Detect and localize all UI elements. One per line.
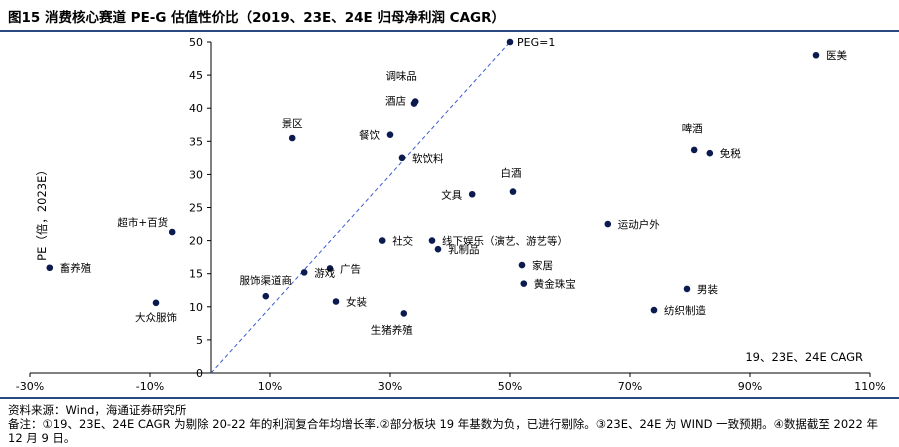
y-axis-label: PE（倍，2023E） bbox=[35, 164, 49, 261]
data-point-label: 软饮料 bbox=[412, 152, 444, 165]
data-point bbox=[683, 285, 691, 293]
data-point bbox=[326, 265, 334, 272]
data-point-label: 大众服饰 bbox=[135, 311, 177, 324]
y-tick-label: 40 bbox=[189, 102, 203, 115]
source-note: 资料来源：Wind，海通证券研究所 bbox=[8, 403, 187, 417]
data-point-label: 游戏 bbox=[314, 266, 335, 279]
data-point bbox=[288, 134, 296, 142]
data-point bbox=[386, 131, 394, 138]
data-point-label: 广告 bbox=[340, 262, 361, 275]
data-point bbox=[690, 146, 698, 154]
peg-label: PEG=1 bbox=[517, 36, 555, 49]
chart-title: 图15 消费核心赛道 PE-G 估值性价比（2019、23E、24E 归母净利润… bbox=[8, 10, 506, 26]
data-point bbox=[520, 280, 528, 287]
data-point-label: 白酒 bbox=[501, 167, 522, 180]
scatter-chart: 0 5 10 15 20 25 30 35 40 45 50 -30% -10% 10% 30% 50% 70%… bbox=[16, 36, 886, 393]
data-point bbox=[46, 264, 54, 272]
data-point-label: 社交 bbox=[392, 235, 413, 248]
y-tick-label: 20 bbox=[189, 235, 203, 248]
data-point-label: 免税 bbox=[720, 147, 741, 160]
x-tick-label: -30% bbox=[16, 380, 44, 393]
data-point-label: 线下娱乐（演艺、游艺等） bbox=[442, 235, 568, 248]
data-point-label: 餐饮 bbox=[359, 129, 380, 142]
data-point-label: 畜养殖 bbox=[60, 262, 92, 275]
x-tick-label: -10% bbox=[136, 380, 164, 393]
data-point-label: 酒店 bbox=[385, 95, 406, 108]
x-tick-label: 10% bbox=[258, 380, 282, 393]
x-tick-label: 90% bbox=[738, 380, 762, 393]
y-tick-label: 0 bbox=[196, 367, 203, 380]
data-point-label: 啤酒 bbox=[682, 122, 703, 135]
x-axis-label: 19、23E、24E CAGR bbox=[745, 350, 863, 364]
y-tick-label: 45 bbox=[189, 69, 203, 82]
x-tick-label: 50% bbox=[498, 380, 522, 393]
data-point-label: 超市+百货 bbox=[117, 216, 168, 229]
footer-rule bbox=[0, 397, 899, 399]
y-tick-label: 30 bbox=[189, 168, 203, 181]
data-point bbox=[168, 228, 176, 236]
data-point bbox=[400, 310, 408, 317]
data-point-label: 男装 bbox=[697, 283, 718, 296]
data-point-label: 家居 bbox=[532, 259, 553, 272]
data-point-label: 生猪养殖 bbox=[371, 323, 413, 336]
data-point bbox=[604, 220, 612, 228]
data-point bbox=[509, 188, 517, 195]
data-point bbox=[518, 261, 526, 269]
data-point bbox=[410, 100, 418, 107]
data-point bbox=[650, 306, 658, 314]
data-point bbox=[152, 299, 160, 307]
data-point bbox=[434, 245, 442, 253]
y-tick-label: 25 bbox=[189, 202, 203, 215]
data-point bbox=[428, 237, 436, 244]
x-tick-label: 30% bbox=[378, 380, 402, 393]
x-tick-label: 70% bbox=[618, 380, 642, 393]
data-point bbox=[468, 190, 476, 198]
data-point-label: 服饰渠道商 bbox=[240, 274, 293, 287]
data-point-label: 调味品 bbox=[385, 71, 417, 83]
data-point-label: 乳制品 bbox=[448, 243, 480, 256]
data-point bbox=[300, 269, 308, 276]
y-tick-label: 10 bbox=[189, 301, 203, 314]
data-point-label: 纺织制造 bbox=[664, 304, 706, 317]
y-tick-label: 50 bbox=[189, 36, 203, 49]
title-rule bbox=[0, 30, 899, 32]
data-point-label: 黄金珠宝 bbox=[534, 278, 576, 291]
data-point-label: 文具 bbox=[441, 188, 462, 201]
data-point bbox=[378, 237, 386, 244]
remarks-note: 备注：①19、23E、24E CAGR 为剔除 20-22 年的利润复合年均增长… bbox=[8, 417, 878, 445]
y-tick-label: 5 bbox=[196, 334, 203, 347]
data-point bbox=[332, 298, 340, 305]
data-point-label: 运动户外 bbox=[618, 218, 660, 231]
data-point bbox=[706, 149, 714, 157]
data-point bbox=[812, 51, 820, 59]
peg-line bbox=[210, 41, 511, 374]
data-point bbox=[398, 154, 406, 162]
y-tick-label: 35 bbox=[189, 135, 203, 148]
x-tick-label: 110% bbox=[854, 380, 885, 393]
data-point-label: 医美 bbox=[826, 49, 847, 62]
data-point-label: 景区 bbox=[282, 118, 303, 130]
peg-point bbox=[506, 38, 514, 46]
data-point-label: 女装 bbox=[346, 296, 367, 309]
y-tick-label: 15 bbox=[189, 268, 203, 281]
data-point bbox=[262, 292, 270, 300]
